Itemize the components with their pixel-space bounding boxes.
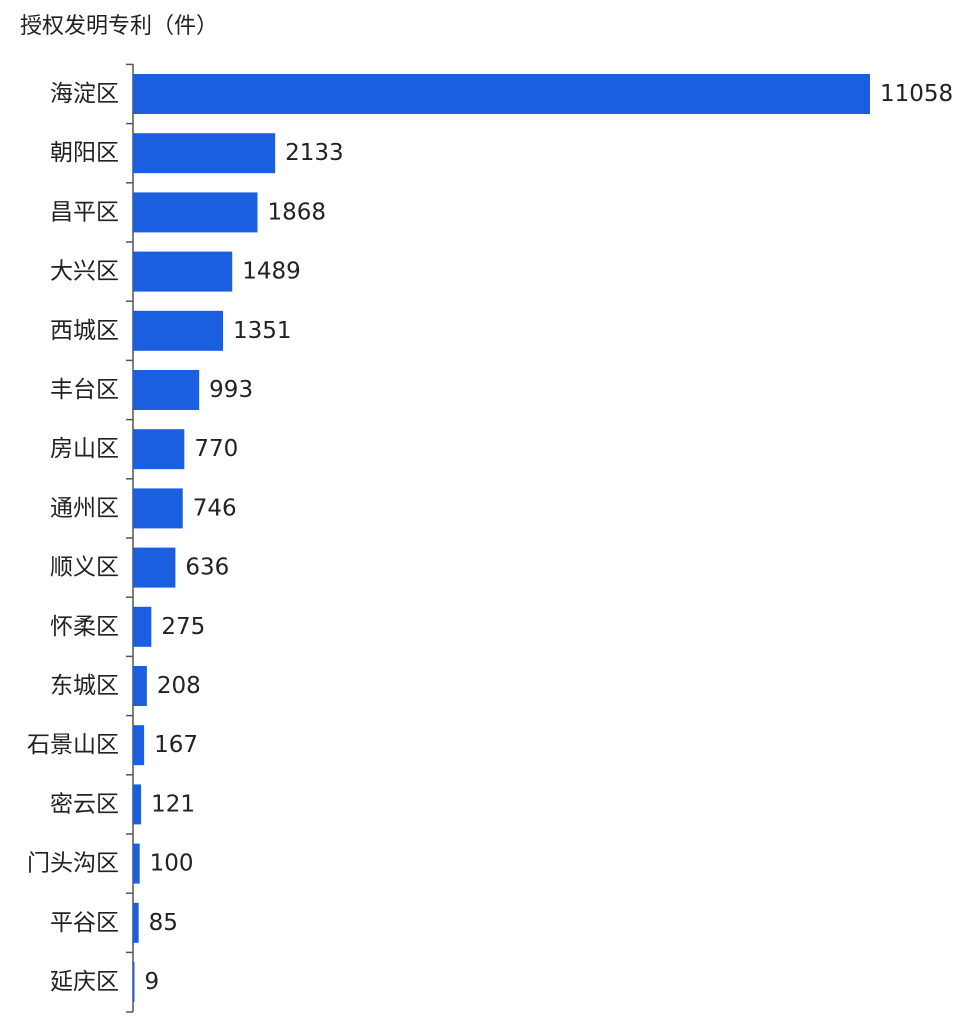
bar[interactable]: [133, 784, 142, 825]
value-label: 746: [193, 495, 237, 521]
bar[interactable]: [133, 962, 135, 1002]
value-labels: 11058 2133 1868 1489 1351 993 770 746 636 275 208 1…: [145, 81, 954, 995]
value-label: 993: [209, 377, 253, 403]
value-label: 770: [194, 436, 238, 462]
bar[interactable]: [133, 310, 224, 351]
value-label: 636: [185, 555, 229, 581]
bar[interactable]: [133, 251, 233, 292]
bar[interactable]: [133, 133, 276, 174]
value-label: 11058: [880, 81, 953, 107]
category-label: 顺义区: [50, 555, 119, 581]
chart-title: 授权发明专利（件）: [20, 14, 219, 39]
bar[interactable]: [133, 902, 139, 943]
category-label: 石景山区: [27, 732, 119, 758]
category-label: 通州区: [50, 495, 119, 521]
category-label: 怀柔区: [50, 614, 119, 640]
value-label: 275: [161, 614, 205, 640]
bar[interactable]: [133, 488, 183, 529]
value-label: 208: [157, 673, 201, 699]
value-label: 1489: [242, 259, 301, 285]
category-label: 朝阳区: [50, 140, 119, 166]
value-label: 167: [154, 732, 198, 758]
value-label: 2133: [285, 140, 344, 166]
value-label: 1868: [267, 199, 326, 225]
y-axis: [126, 63, 134, 1013]
value-label: 100: [150, 851, 194, 877]
bar[interactable]: [133, 74, 870, 114]
bar[interactable]: [133, 666, 147, 706]
category-label: 东城区: [50, 673, 119, 699]
value-label: 1351: [233, 318, 292, 344]
category-label: 丰台区: [50, 377, 119, 403]
category-label: 房山区: [50, 436, 119, 462]
category-label: 大兴区: [50, 259, 119, 285]
bar[interactable]: [133, 429, 185, 470]
category-label: 平谷区: [50, 910, 119, 936]
category-label: 密云区: [50, 791, 119, 817]
category-label: 西城区: [50, 318, 119, 344]
bar[interactable]: [133, 547, 176, 588]
category-label: 海淀区: [50, 81, 119, 107]
value-label: 9: [145, 969, 160, 995]
bar[interactable]: [133, 370, 200, 410]
value-label: 121: [151, 791, 195, 817]
category-label: 门头沟区: [27, 851, 119, 877]
bars: [133, 74, 870, 1002]
bar[interactable]: [133, 725, 145, 766]
bar[interactable]: [133, 843, 140, 884]
bar[interactable]: [133, 606, 152, 647]
category-label: 延庆区: [50, 969, 119, 995]
category-labels: 海淀区朝阳区昌平区大兴区西城区丰台区房山区通州区顺义区怀柔区东城区石景山区密云区…: [27, 81, 119, 995]
category-label: 昌平区: [50, 199, 119, 225]
bar[interactable]: [133, 192, 258, 233]
value-label: 85: [149, 910, 178, 936]
